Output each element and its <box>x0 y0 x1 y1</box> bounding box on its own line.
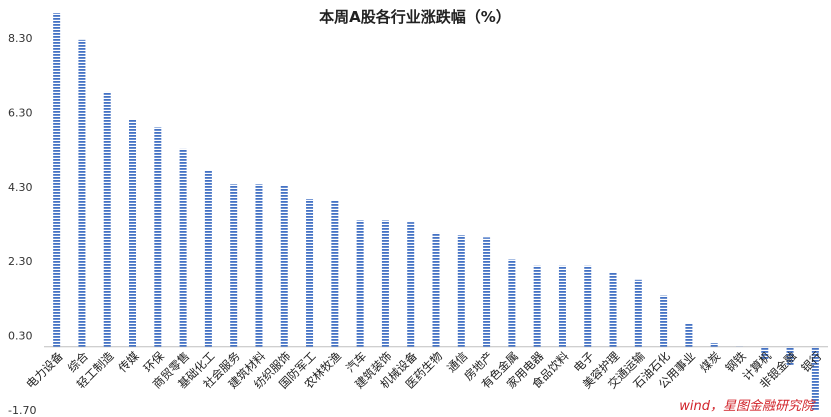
y-tick-label: 2.30 <box>8 255 33 268</box>
bar <box>230 184 238 347</box>
y-tick-label: -1.70 <box>8 404 36 417</box>
bar <box>407 222 415 347</box>
bar <box>179 148 187 347</box>
bar <box>306 199 314 347</box>
bar <box>103 91 111 347</box>
bar <box>761 346 769 360</box>
y-tick-label: 6.30 <box>8 106 33 119</box>
chart-title: 本周A股各行业涨跌幅（%） <box>319 8 511 26</box>
bar <box>255 184 263 347</box>
bar <box>331 200 339 347</box>
bar <box>685 323 693 347</box>
category-label: 传媒 <box>115 349 142 376</box>
bar <box>53 13 61 347</box>
bar <box>811 346 819 410</box>
bar <box>129 119 137 347</box>
category-label: 电力设备 <box>23 349 66 392</box>
bar <box>584 265 592 347</box>
bar <box>558 265 566 347</box>
bar <box>381 220 389 347</box>
bar <box>735 346 743 348</box>
bar <box>154 127 162 347</box>
y-axis-ticks: 8.30 6.30 4.30 2.30 0.30 -1.70 <box>8 32 36 417</box>
bar <box>204 170 212 347</box>
category-label: 银行 <box>798 349 824 375</box>
bar <box>483 237 491 347</box>
y-tick-label: 8.30 <box>8 32 33 45</box>
y-tick-label: 0.30 <box>8 330 33 343</box>
bar <box>609 272 617 347</box>
bar <box>280 185 288 347</box>
bar <box>533 265 541 347</box>
bars <box>53 13 819 410</box>
watermark: wind，星图金融研究院 <box>679 398 816 414</box>
bar <box>78 39 86 347</box>
y-tick-label: 4.30 <box>8 181 33 194</box>
bar <box>457 235 465 347</box>
bar <box>356 220 364 347</box>
bar <box>432 232 440 347</box>
bar <box>786 346 794 366</box>
bar <box>634 279 642 347</box>
bar <box>710 343 718 347</box>
bar <box>660 295 668 347</box>
category-label: 煤炭 <box>697 349 723 375</box>
bar <box>508 259 516 347</box>
